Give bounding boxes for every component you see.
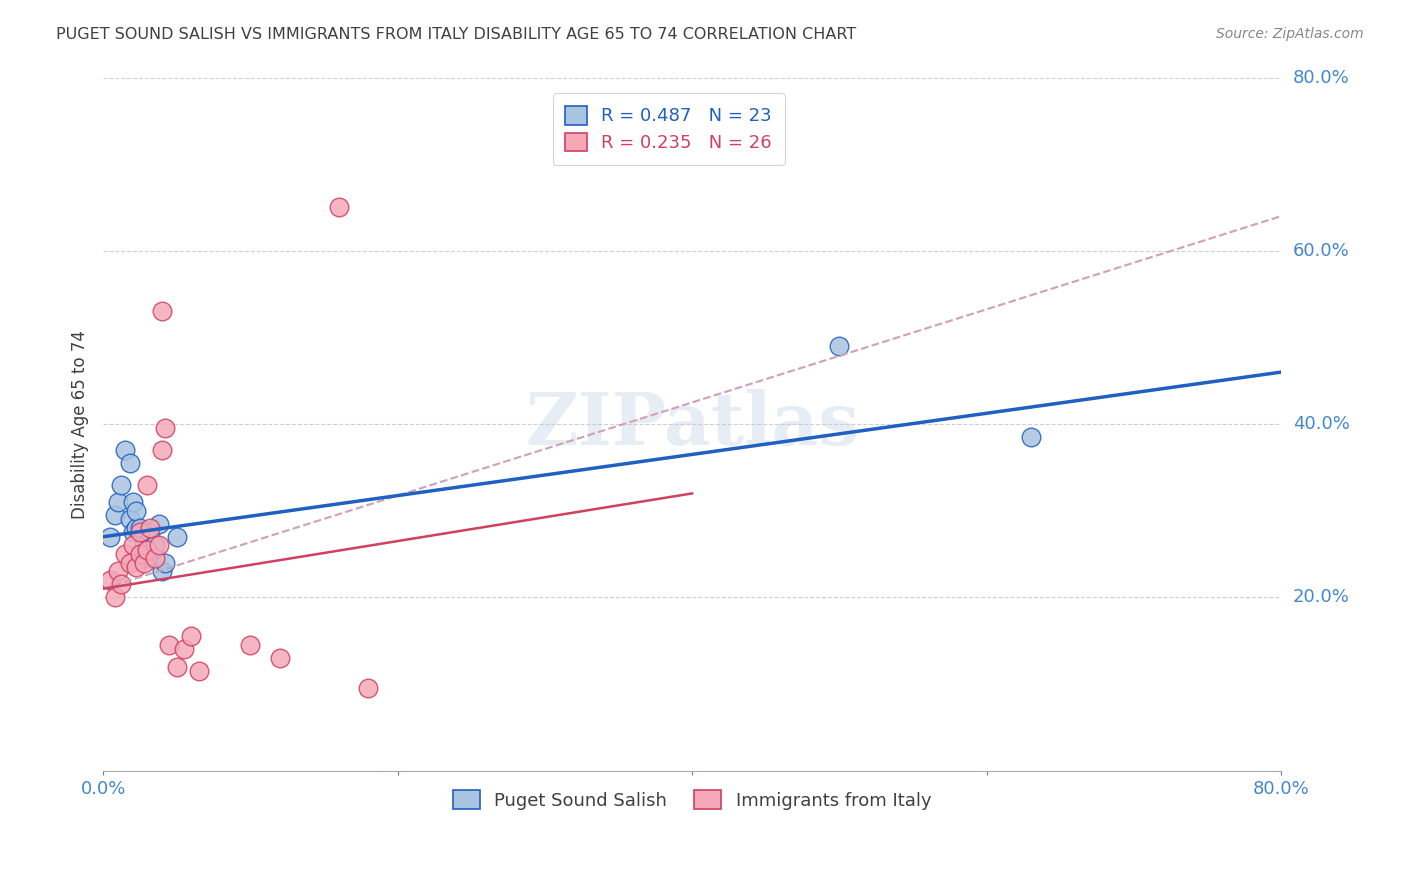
Point xyxy=(828,339,851,353)
Point xyxy=(357,681,380,696)
Point xyxy=(1019,430,1042,444)
Point xyxy=(124,560,146,574)
Point xyxy=(100,530,122,544)
Point xyxy=(114,547,136,561)
Point xyxy=(148,538,170,552)
Point xyxy=(121,538,143,552)
Point xyxy=(139,521,162,535)
Point xyxy=(134,556,156,570)
Point xyxy=(166,530,188,544)
Point xyxy=(129,547,152,561)
Point xyxy=(180,629,202,643)
Point xyxy=(166,659,188,673)
Point xyxy=(136,551,159,566)
Point xyxy=(118,556,141,570)
Text: 20.0%: 20.0% xyxy=(1294,589,1350,607)
Point xyxy=(118,512,141,526)
Point xyxy=(114,443,136,458)
Point xyxy=(107,495,129,509)
Point xyxy=(121,525,143,540)
Text: 80.0%: 80.0% xyxy=(1294,69,1350,87)
Point xyxy=(118,456,141,470)
Point xyxy=(150,565,173,579)
Point xyxy=(153,421,176,435)
Point xyxy=(153,556,176,570)
Text: 60.0%: 60.0% xyxy=(1294,242,1350,260)
Point xyxy=(107,565,129,579)
Point xyxy=(143,551,166,566)
Point xyxy=(129,525,152,540)
Point xyxy=(104,591,127,605)
Point xyxy=(134,538,156,552)
Point xyxy=(143,538,166,552)
Legend: Puget Sound Salish, Immigrants from Italy: Puget Sound Salish, Immigrants from Ital… xyxy=(439,776,946,824)
Text: 40.0%: 40.0% xyxy=(1294,415,1350,434)
Point xyxy=(173,642,195,657)
Text: PUGET SOUND SALISH VS IMMIGRANTS FROM ITALY DISABILITY AGE 65 TO 74 CORRELATION : PUGET SOUND SALISH VS IMMIGRANTS FROM IT… xyxy=(56,27,856,42)
Point xyxy=(100,573,122,587)
Point xyxy=(121,495,143,509)
Point xyxy=(269,651,291,665)
Text: ZIPatlas: ZIPatlas xyxy=(524,389,859,459)
Point xyxy=(124,504,146,518)
Point xyxy=(124,521,146,535)
Point xyxy=(136,477,159,491)
Point xyxy=(148,516,170,531)
Text: Source: ZipAtlas.com: Source: ZipAtlas.com xyxy=(1216,27,1364,41)
Point xyxy=(104,508,127,522)
Point xyxy=(150,443,173,458)
Point xyxy=(129,521,152,535)
Point xyxy=(110,577,132,591)
Point xyxy=(139,525,162,540)
Point xyxy=(239,638,262,652)
Point xyxy=(150,304,173,318)
Y-axis label: Disability Age 65 to 74: Disability Age 65 to 74 xyxy=(72,330,89,518)
Point xyxy=(187,664,209,678)
Point xyxy=(157,638,180,652)
Point xyxy=(328,201,350,215)
Point xyxy=(110,477,132,491)
Point xyxy=(129,551,152,566)
Point xyxy=(136,542,159,557)
